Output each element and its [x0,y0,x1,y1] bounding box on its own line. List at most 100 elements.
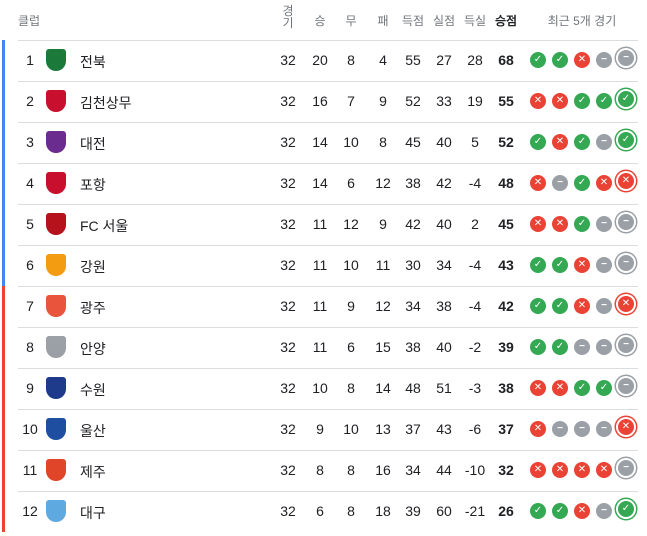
form-loss-icon: ✕ [530,421,546,437]
stat-l: 11 [375,257,391,273]
rank: 3 [26,134,34,150]
form-loss-icon: ✕ [618,419,634,435]
table-row[interactable]: 4 포항 32 14 6 12 38 42 -4 48 ✕ − ✓ ✕ ✕ [0,163,647,204]
form-win-icon: ✓ [618,501,634,517]
group-indicator [2,286,5,327]
form-loss-icon: ✕ [574,257,590,273]
stat-l: 18 [375,503,391,519]
table-row[interactable]: 9 수원 32 10 8 14 48 51 -3 38 ✕ ✕ ✓ ✓ − [0,368,647,409]
stat-gd: -10 [464,462,486,478]
form-draw-icon: − [596,298,612,314]
group-indicator [2,245,5,286]
header-played: 경기 [282,4,294,30]
stat-ga: 60 [436,503,452,519]
form-win-icon: ✓ [530,339,546,355]
stat-p: 32 [280,462,296,478]
rank: 9 [26,380,34,396]
form-draw-icon: − [596,257,612,273]
team-name[interactable]: 대구 [80,505,106,521]
stat-w: 14 [312,134,328,150]
team-name[interactable]: 제주 [80,464,106,480]
stat-p: 32 [280,216,296,232]
group-indicator [2,163,5,204]
stat-pts: 39 [498,339,514,355]
table-row[interactable]: 6 강원 32 11 10 11 30 34 -4 43 ✓ ✓ ✕ − − [0,245,647,286]
stat-gd: -4 [468,257,482,273]
header-gd: 득실 [463,14,487,28]
stat-p: 32 [280,257,296,273]
header-won: 승 [314,14,326,28]
table-row[interactable]: 12 대구 32 6 8 18 39 60 -21 26 ✓ ✓ ✕ − ✓ [0,491,647,532]
form-loss-icon: ✕ [530,175,546,191]
form-draw-icon: − [596,421,612,437]
stat-d: 10 [343,257,359,273]
stat-p: 32 [280,175,296,191]
team-logo-icon [46,418,66,440]
stat-ga: 33 [436,93,452,109]
team-name[interactable]: 안양 [80,341,106,357]
rank: 8 [26,339,34,355]
stat-gf: 48 [405,380,421,396]
stat-w: 11 [312,298,328,314]
row-divider [18,409,638,410]
stat-ga: 40 [436,216,452,232]
form-win-icon: ✓ [574,175,590,191]
table-row[interactable]: 8 안양 32 11 6 15 38 40 -2 39 ✓ ✓ − − − [0,327,647,368]
form-draw-icon: − [618,214,634,230]
team-name[interactable]: 울산 [80,423,106,439]
stat-p: 32 [280,52,296,68]
stat-gd: -2 [468,339,482,355]
team-logo-icon [46,90,66,112]
rank: 4 [26,175,34,191]
form-loss-icon: ✕ [552,216,568,232]
team-name[interactable]: 광주 [80,300,106,316]
team-logo-icon [46,172,66,194]
table-row[interactable]: 3 대전 32 14 10 8 45 40 5 52 ✓ ✕ ✓ − ✓ [0,122,647,163]
header-ga: 실점 [432,14,456,28]
row-divider [18,286,638,287]
stat-ga: 40 [436,339,452,355]
table-row[interactable]: 2 김천상무 32 16 7 9 52 33 19 55 ✕ ✕ ✓ ✓ ✓ [0,81,647,122]
stat-p: 32 [280,339,296,355]
stat-gf: 30 [405,257,421,273]
team-name[interactable]: 강원 [80,259,106,275]
stat-d: 9 [347,298,355,314]
form-draw-icon: − [596,134,612,150]
header-drawn: 무 [345,14,357,28]
team-name[interactable]: FC 서울 [80,218,129,234]
form-loss-icon: ✕ [574,52,590,68]
stat-gd: -4 [468,298,482,314]
form-win-icon: ✓ [552,298,568,314]
form-loss-icon: ✕ [530,380,546,396]
stat-pts: 43 [498,257,514,273]
table-row[interactable]: 1 전북 32 20 8 4 55 27 28 68 ✓ ✓ ✕ − − [0,40,647,81]
team-logo-icon [46,336,66,358]
table-row[interactable]: 7 광주 32 11 9 12 34 38 -4 42 ✓ ✓ ✕ − ✕ [0,286,647,327]
form-win-icon: ✓ [596,380,612,396]
stat-d: 10 [343,421,359,437]
rank: 10 [22,421,38,437]
team-name[interactable]: 전북 [80,54,106,70]
row-divider [18,163,638,164]
team-name[interactable]: 수원 [80,382,106,398]
stat-p: 32 [280,298,296,314]
table-row[interactable]: 11 제주 32 8 8 16 34 44 -10 32 ✕ ✕ ✕ ✕ − [0,450,647,491]
stat-w: 20 [312,52,328,68]
team-logo-icon [46,377,66,399]
team-name[interactable]: 포항 [80,177,106,193]
form-win-icon: ✓ [530,503,546,519]
stat-pts: 42 [498,298,514,314]
team-name[interactable]: 대전 [80,136,106,152]
stat-p: 32 [280,134,296,150]
stat-gf: 38 [405,175,421,191]
form-win-icon: ✓ [574,93,590,109]
table-row[interactable]: 10 울산 32 9 10 13 37 43 -6 37 ✕ − − − ✕ [0,409,647,450]
stat-w: 16 [312,93,328,109]
table-row[interactable]: 5 FC 서울 32 11 12 9 42 40 2 45 ✕ ✕ ✓ − − [0,204,647,245]
form-win-icon: ✓ [530,134,546,150]
header-form: 최근 5개 경기 [547,14,617,28]
stat-pts: 45 [498,216,514,232]
team-name[interactable]: 김천상무 [80,95,132,111]
stat-gf: 52 [405,93,421,109]
stat-d: 8 [347,380,355,396]
